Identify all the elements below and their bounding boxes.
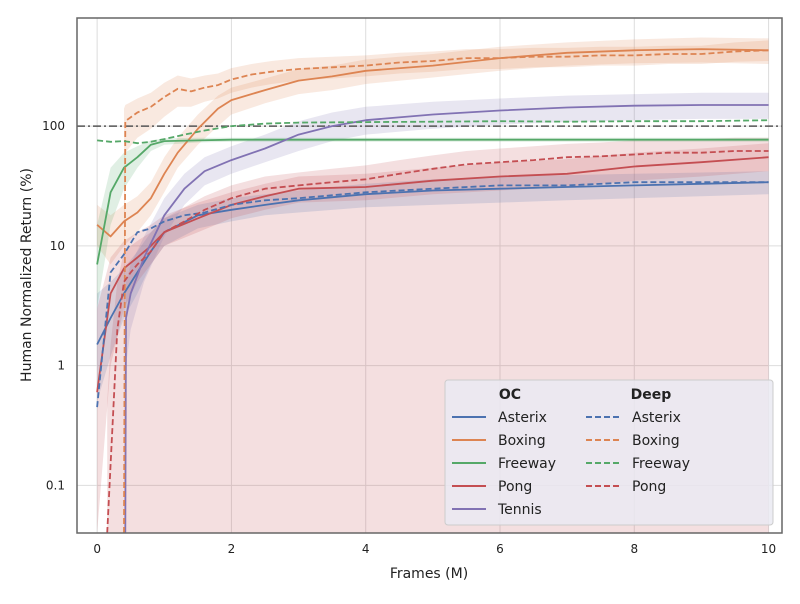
legend-label-oc-asterix: Asterix xyxy=(498,410,547,426)
y-axis-label: Human Normalized Return (%) xyxy=(19,168,35,382)
x-tick-label: 4 xyxy=(362,542,370,556)
series-line-deep-freeway xyxy=(97,119,769,145)
series-line-deep-pong xyxy=(106,150,769,533)
x-tick-label: 2 xyxy=(228,542,236,556)
x-axis-label: Frames (M) xyxy=(390,566,468,582)
legend-label-deep-boxing: Boxing xyxy=(632,433,680,449)
legend-group-title-deep: Deep xyxy=(631,387,672,403)
y-tick-label: 1 xyxy=(57,359,65,373)
series-line-oc-freeway xyxy=(96,138,769,265)
legend-label-oc-freeway: Freeway xyxy=(498,456,556,472)
y-tick-label: 10 xyxy=(50,239,65,253)
series-line-oc-boxing xyxy=(96,48,769,238)
x-tick-label: 0 xyxy=(93,542,101,556)
legend-label-deep-asterix: Asterix xyxy=(632,410,681,426)
series-line-deep-asterix xyxy=(96,181,769,408)
series-lines xyxy=(96,48,769,533)
x-tick-label: 10 xyxy=(761,542,776,556)
band-oc-asterix xyxy=(97,171,769,402)
legend-label-oc-tennis: Tennis xyxy=(497,502,542,518)
x-tick-label: 6 xyxy=(496,542,504,556)
band-deep-boxing xyxy=(124,40,769,533)
x-tick-label: 8 xyxy=(630,542,638,556)
plot-frame xyxy=(76,17,783,534)
legend-box xyxy=(444,379,774,526)
legend: OC Deep Asterix Boxing Freeway Pong Tenn… xyxy=(444,379,774,526)
band-oc-boxing xyxy=(97,37,769,265)
series-line-oc-asterix xyxy=(96,181,769,345)
series-line-oc-tennis xyxy=(124,104,769,533)
legend-group-title-oc: OC xyxy=(499,387,521,403)
legend-label-oc-boxing: Boxing xyxy=(498,433,546,449)
axis-ticks: 0 2 4 6 8 10 0.1 1 10 100 xyxy=(42,119,776,556)
series-line-deep-boxing xyxy=(123,49,769,533)
legend-label-oc-pong: Pong xyxy=(498,479,532,495)
series-line-oc-pong xyxy=(96,156,769,393)
y-tick-label: 100 xyxy=(42,119,65,133)
legend-label-deep-freeway: Freeway xyxy=(632,456,690,472)
y-tick-label: 0.1 xyxy=(46,478,65,492)
legend-label-deep-pong: Pong xyxy=(632,479,666,495)
